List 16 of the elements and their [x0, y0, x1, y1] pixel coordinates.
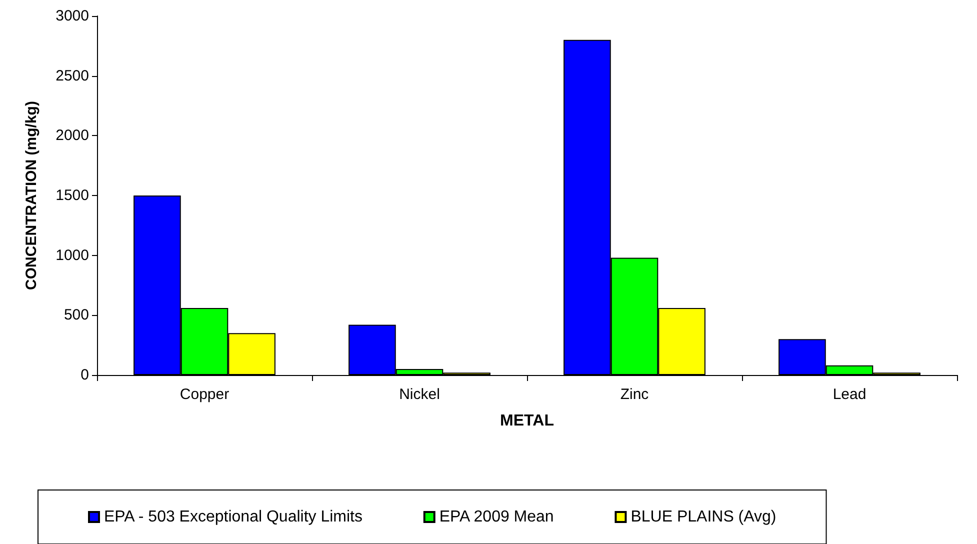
x-tick-label: Lead [832, 386, 866, 403]
legend-label: BLUE PLAINS (Avg) [630, 508, 776, 526]
y-tick-label: 2500 [56, 67, 89, 84]
y-tick-label: 1000 [56, 246, 89, 264]
y-tick-label: 3000 [56, 8, 89, 24]
y-axis-title: CONCENTRATION (mg/kg) [23, 101, 40, 290]
x-axis-title: METAL [500, 412, 554, 430]
legend-label: EPA - 503 Exceptional Quality Limits [104, 508, 362, 526]
x-tick-label: Zinc [620, 386, 650, 403]
y-tick-label: 0 [80, 366, 89, 384]
x-tick-label: Nickel [399, 386, 440, 403]
x-tick-label: Copper [180, 386, 230, 403]
y-tick-label: 500 [64, 306, 89, 324]
legend-label: EPA 2009 Mean [439, 508, 554, 526]
y-tick-label: 2000 [56, 127, 89, 144]
y-tick-label: 1500 [56, 187, 89, 204]
